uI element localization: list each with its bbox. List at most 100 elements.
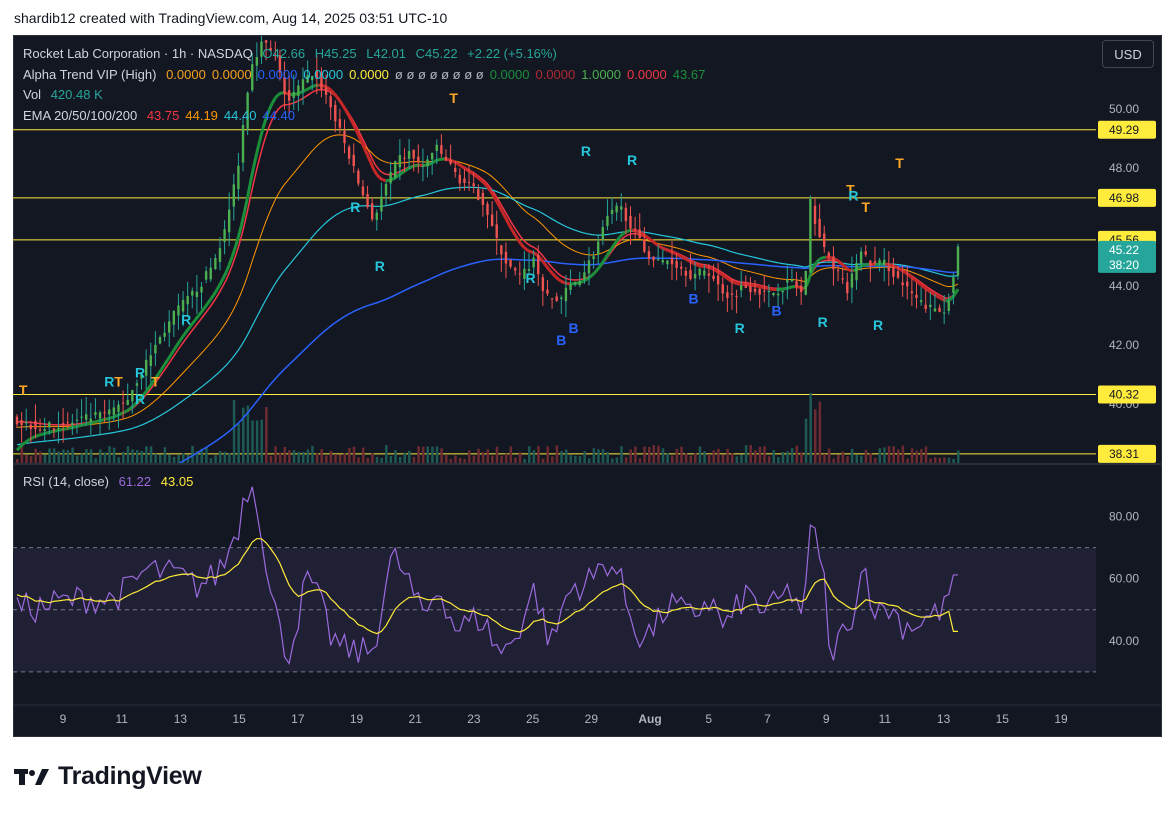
volume-bar <box>375 456 379 463</box>
alpha-trend-segment <box>197 310 203 317</box>
volume-bar <box>389 455 393 463</box>
alpha-trend-segment <box>68 426 73 430</box>
rsi-tick-label: 80.00 <box>1109 510 1139 524</box>
candle-body <box>57 427 60 430</box>
candle-body <box>901 282 904 286</box>
alpha-trend-segment <box>671 250 676 255</box>
last-price-label: 45.22 <box>1109 243 1139 257</box>
volume-bar <box>301 451 305 463</box>
candle-body <box>48 422 51 428</box>
candle-body <box>647 251 651 259</box>
volume-bar <box>938 457 942 463</box>
tradingview-logo[interactable]: TradingView <box>14 762 202 791</box>
alpha-trend-segment <box>889 263 894 268</box>
candle-body <box>620 206 623 210</box>
volume-bar <box>878 448 882 463</box>
volume-bar <box>168 454 171 463</box>
time-tick-label: 7 <box>764 712 771 726</box>
candle-body <box>361 186 365 196</box>
volume-bar <box>288 450 291 463</box>
alpha-trend-segment <box>557 278 563 283</box>
candle-body <box>716 275 720 285</box>
volume-bar <box>242 407 245 463</box>
volume-bar <box>795 445 799 463</box>
candle-body <box>786 279 789 283</box>
currency-button[interactable]: USD <box>1102 40 1154 68</box>
volume-bar <box>850 448 854 463</box>
alpha-trend-segment <box>910 276 916 282</box>
volume-bar <box>200 448 204 463</box>
alpha-trend-segment <box>953 288 960 296</box>
time-tick-label: 9 <box>60 712 67 726</box>
bar-countdown-label: 38:20 <box>1109 258 1139 272</box>
volume-bar <box>689 455 692 463</box>
alpha-trend-segment <box>547 268 554 275</box>
alpha-trend-segment <box>805 274 812 285</box>
volume-bar <box>265 406 268 463</box>
volume-bar <box>320 449 323 463</box>
rsi-label[interactable]: RSI (14, close) <box>23 474 109 489</box>
candle-body <box>154 344 157 354</box>
alpha-trend-segment <box>87 421 92 426</box>
open-value: O42.66 <box>262 46 306 61</box>
candle-body <box>255 57 259 66</box>
ema-label[interactable]: EMA 20/50/100/200 <box>23 107 138 123</box>
alpha-trend-value-2: 0.0000 <box>257 66 298 82</box>
alpha-trend-segment <box>643 233 649 239</box>
level-price-tag <box>1098 120 1156 139</box>
alpha-trend-segment <box>166 354 173 361</box>
volume-bar <box>546 446 549 463</box>
chart-canvas[interactable]: TRTRRTRRTRRBBRBRBRTRTRTR52.0050.0048.004… <box>13 35 1162 737</box>
alpha-trend-segment <box>554 275 560 281</box>
candle-body <box>569 284 572 290</box>
volume-bar <box>897 449 900 463</box>
candle-body <box>712 275 715 280</box>
candle-body <box>246 92 249 129</box>
time-tick-label: 29 <box>585 712 599 726</box>
volume-bar <box>306 449 310 463</box>
alpha-trend-segment <box>78 423 82 428</box>
candle-body <box>633 228 637 230</box>
candle-body <box>287 90 291 101</box>
alpha-trend-segment <box>517 239 523 246</box>
alpha-trend-segment <box>504 217 511 226</box>
vol-label[interactable]: Vol <box>23 87 42 102</box>
candle-body <box>689 270 692 279</box>
volume-bar <box>158 454 162 463</box>
volume-bar <box>477 448 480 463</box>
candle-body <box>269 47 272 51</box>
time-tick-label: 19 <box>350 712 364 726</box>
alpha-trend-segment <box>689 260 695 265</box>
level-price-label: 40.32 <box>1109 388 1139 402</box>
signal-label: B <box>569 320 579 336</box>
alpha-trend-segment <box>923 286 929 291</box>
alpha-trend-segment <box>480 179 486 185</box>
volume-bar <box>80 453 84 463</box>
candle-body <box>394 161 397 178</box>
volume-bar <box>601 449 605 463</box>
volume-bar <box>574 455 577 463</box>
alpha-trend-segment <box>428 161 433 166</box>
volume-bar <box>43 454 47 463</box>
symbol-name[interactable]: Rocket Lab Corporation · 1h · NASDAQ <box>23 46 253 61</box>
candle-body <box>583 272 586 280</box>
volume-bar <box>611 458 614 463</box>
volume-bar <box>191 445 194 463</box>
candle-body <box>209 267 212 280</box>
volume-bar <box>707 454 711 463</box>
alpha-trend-segment <box>606 249 612 256</box>
candle-body <box>131 390 134 402</box>
volume-bar <box>444 455 448 463</box>
volume-bar <box>786 451 789 463</box>
candle-body <box>910 291 914 294</box>
alpha-trend-segment <box>154 373 160 380</box>
alpha-trend-segment <box>455 161 461 167</box>
candle-body <box>163 332 166 337</box>
candle-body <box>799 285 803 293</box>
volume-bar <box>781 452 785 463</box>
alpha-trend-value-0: 0.0000 <box>166 66 206 82</box>
alpha-trend-segment <box>901 269 907 275</box>
alpha-trend-label[interactable]: Alpha Trend VIP (High) <box>23 66 157 82</box>
alpha-trend-segment <box>544 264 551 271</box>
candle-body <box>338 119 342 128</box>
